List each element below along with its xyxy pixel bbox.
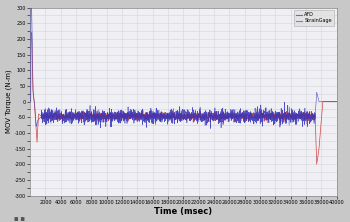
- Y-axis label: MOV Torque (N-m): MOV Torque (N-m): [6, 70, 12, 133]
- X-axis label: Time (msec): Time (msec): [154, 207, 212, 216]
- Text: ◼ ◼: ◼ ◼: [14, 217, 25, 222]
- Legend: AFD, StrainGage: AFD, StrainGage: [294, 10, 334, 26]
